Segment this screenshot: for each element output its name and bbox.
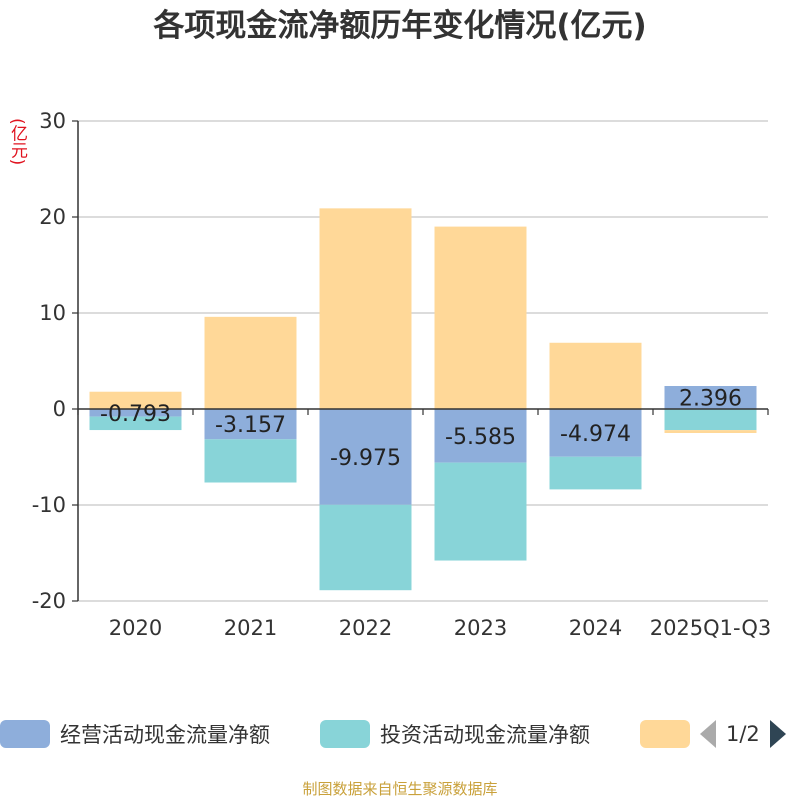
x-category-label: 2023 — [454, 616, 507, 640]
bar-series2-2022 — [319, 208, 412, 409]
x-category-label: 2021 — [224, 616, 277, 640]
x-category-label: 2020 — [109, 616, 162, 640]
legend-swatch-financing — [640, 720, 690, 748]
data-label-2020: -0.793 — [100, 402, 171, 427]
y-tick-label: 10 — [39, 301, 66, 325]
legend: 经营活动现金流量净额 投资活动现金流量净额 1/2 — [0, 712, 800, 756]
legend-label-investing: 投资活动现金流量净额 — [380, 723, 590, 747]
bar-series2-2020 — [89, 391, 182, 409]
y-tick-label: 20 — [39, 205, 66, 229]
bar-series0-2025Q1-Q3 — [664, 385, 757, 409]
bar-series2-2024 — [549, 342, 642, 409]
data-source-note: 制图数据来自恒生聚源数据库 — [302, 780, 498, 798]
bar-series1-2024 — [549, 456, 642, 490]
bar-series0-2020 — [89, 409, 182, 417]
axes: -20 -10 0 10 20 30 2020 2021 2022 2023 2024 2025Q1-… — [32, 109, 772, 640]
bar-series1-2025Q1-Q3 — [664, 409, 757, 431]
bar-series1-2021 — [204, 439, 297, 483]
bars — [89, 208, 757, 591]
legend-pager: 1/2 — [700, 718, 786, 750]
data-label-2025Q1-Q3: 2.396 — [679, 386, 742, 411]
bar-series0-2023 — [434, 409, 527, 463]
data-labels: -0.793 -3.157 -9.975 -5.585 -4.974 2.396 — [100, 386, 742, 470]
x-category-label: 2025Q1-Q3 — [650, 616, 772, 640]
legend-item-operating[interactable]: 经营活动现金流量净额 — [0, 718, 270, 750]
y-tick-label: -20 — [32, 589, 66, 613]
y-tick-label: 30 — [39, 109, 66, 133]
x-category-label: 2024 — [569, 616, 622, 640]
y-tick-label: 0 — [53, 397, 66, 421]
legend-item-investing[interactable]: 投资活动现金流量净额 — [320, 718, 590, 750]
legend-swatch-investing — [320, 720, 370, 748]
legend-next-page-icon[interactable] — [769, 720, 786, 748]
y-axis-unit-label: (亿元) — [7, 118, 27, 166]
x-category-label: 2022 — [339, 616, 392, 640]
bar-series1-2023 — [434, 462, 527, 561]
legend-item-financing[interactable] — [640, 718, 700, 750]
bar-series1-2022 — [319, 504, 412, 591]
bar-series0-2024 — [549, 409, 642, 457]
legend-label-operating: 经营活动现金流量净额 — [60, 723, 270, 747]
y-tick-label: -10 — [32, 493, 66, 517]
cashflow-bar-chart: -20 -10 0 10 20 30 2020 2021 2022 2023 2024 2025Q1-… — [32, 109, 772, 640]
data-label-2022: -9.975 — [330, 446, 401, 471]
bar-series0-2021 — [204, 409, 297, 440]
data-label-2021: -3.157 — [215, 413, 286, 438]
bar-series2-2021 — [204, 316, 297, 409]
bar-series0-2022 — [319, 409, 412, 505]
data-label-2023: -5.585 — [445, 425, 516, 450]
legend-swatch-operating — [0, 720, 50, 748]
legend-page-indicator: 1/2 — [726, 722, 760, 746]
grid-lines — [78, 120, 768, 602]
bar-series2-2025Q1-Q3 — [664, 430, 757, 433]
chart-title: 各项现金流净额历年变化情况(亿元) — [153, 8, 647, 44]
legend-prev-page-icon[interactable] — [700, 720, 716, 748]
bar-series1-2020 — [89, 416, 182, 431]
bar-series2-2023 — [434, 226, 527, 409]
data-label-2024: -4.974 — [560, 422, 631, 447]
